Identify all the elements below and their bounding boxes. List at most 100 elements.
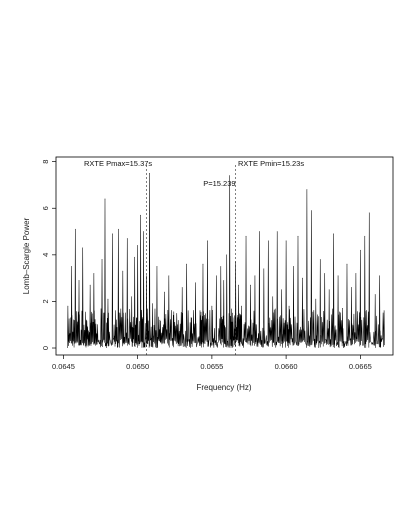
peak-point: [186, 263, 187, 265]
peak-point: [254, 275, 256, 277]
y-tick-label: 2: [41, 299, 50, 303]
y-tick-label: 6: [41, 206, 50, 210]
peak-point: [172, 315, 174, 316]
peak-point: [190, 317, 192, 319]
peak-point: [146, 275, 147, 277]
peak-point: [159, 319, 161, 321]
peak-point: [199, 310, 201, 312]
y-tick-label: 4: [41, 253, 50, 257]
y-axis: 0 2 4 6 8: [41, 160, 56, 350]
peak-point: [379, 275, 380, 277]
peak-point: [306, 189, 308, 190]
y-tick-label: 0: [41, 346, 50, 350]
x-tick-label: 0.0645: [52, 362, 75, 371]
peak-point: [89, 284, 91, 286]
peak-point: [195, 282, 196, 284]
peak-point: [202, 263, 204, 265]
x-axis: 0.0645 0.0650 0.0655 0.0660 0.0665: [52, 355, 372, 371]
peak-point: [220, 266, 222, 267]
peak-point: [297, 235, 299, 237]
plot-frame: [55, 156, 394, 356]
x-tick-label: 0.0665: [349, 362, 372, 371]
peak-point: [86, 319, 87, 321]
peak-point: [368, 212, 370, 214]
peak-point: [101, 259, 103, 260]
peak-point: [71, 266, 72, 267]
peak-point: [207, 240, 208, 242]
peak-point: [118, 228, 119, 230]
peak-point: [328, 289, 330, 291]
annotation-pmax: RXTE Pmax=15.37s: [84, 159, 152, 168]
peak-point: [259, 231, 260, 232]
peak-point: [346, 263, 348, 265]
peak-point: [374, 294, 376, 295]
y-axis-title: Lomb–Scargle Power: [22, 217, 31, 294]
peak-point: [82, 247, 84, 249]
peak-point: [78, 280, 80, 281]
peak-point: [383, 310, 385, 312]
peak-point: [97, 324, 98, 326]
peak-point: [107, 298, 109, 300]
power-spectrum: [67, 172, 385, 349]
peak-point: [267, 240, 269, 242]
peak-point: [164, 291, 165, 293]
annotation-period: P=15.239: [203, 179, 235, 188]
peak-point: [115, 310, 116, 312]
x-tick-label: 0.0660: [275, 362, 298, 371]
peak-point: [93, 273, 95, 274]
peak-point: [149, 172, 150, 174]
x-tick-label: 0.0650: [126, 362, 149, 371]
peak-point: [359, 249, 361, 251]
peak-point: [177, 324, 179, 326]
peak-point: [241, 305, 242, 307]
peak-point: [324, 273, 326, 274]
peak-point: [288, 305, 290, 307]
x-axis-title: Frequency (Hz): [196, 383, 251, 392]
peak-point: [112, 233, 113, 235]
x-tick-label: 0.0655: [200, 362, 223, 371]
peak-point: [152, 303, 153, 305]
peak-point: [293, 266, 294, 267]
peak-point: [122, 270, 124, 272]
peak-point: [134, 256, 136, 258]
peak-point: [319, 259, 321, 260]
peak-point: [229, 175, 231, 176]
peak-point: [364, 235, 366, 237]
peak-point: [281, 289, 283, 291]
peak-point: [215, 275, 217, 277]
peak-point: [342, 308, 343, 309]
peak-point: [126, 238, 128, 239]
peak-point: [156, 266, 158, 267]
peak-point: [104, 198, 106, 200]
peak-point: [276, 231, 278, 232]
peak-point: [131, 296, 133, 298]
peak-point: [181, 287, 183, 288]
peak-point: [272, 296, 274, 298]
peak-point: [74, 228, 76, 230]
peak-point: [67, 305, 69, 307]
annotation-pmin: RXTE Pmin=15.23s: [238, 159, 304, 168]
spectrum-line: [67, 173, 385, 349]
peak-point: [310, 210, 312, 211]
peak-point: [302, 277, 303, 279]
peak-point: [285, 240, 287, 242]
peak-point: [168, 275, 170, 277]
peak-point: [337, 275, 339, 277]
peak-point: [333, 233, 334, 235]
peak-point: [238, 284, 239, 286]
peak-point: [263, 268, 265, 270]
peak-point: [223, 280, 225, 281]
peak-point: [351, 287, 352, 288]
peak-point: [140, 214, 141, 216]
peak-point: [137, 245, 139, 246]
peak-point: [211, 305, 213, 307]
peak-point: [250, 284, 251, 286]
y-tick-label: 8: [41, 160, 50, 164]
peak-point: [245, 235, 247, 237]
peak-point: [315, 298, 317, 300]
peak-point: [143, 231, 144, 232]
peak-point: [355, 273, 357, 274]
peak-point: [232, 312, 234, 314]
peak-point: [226, 254, 228, 256]
